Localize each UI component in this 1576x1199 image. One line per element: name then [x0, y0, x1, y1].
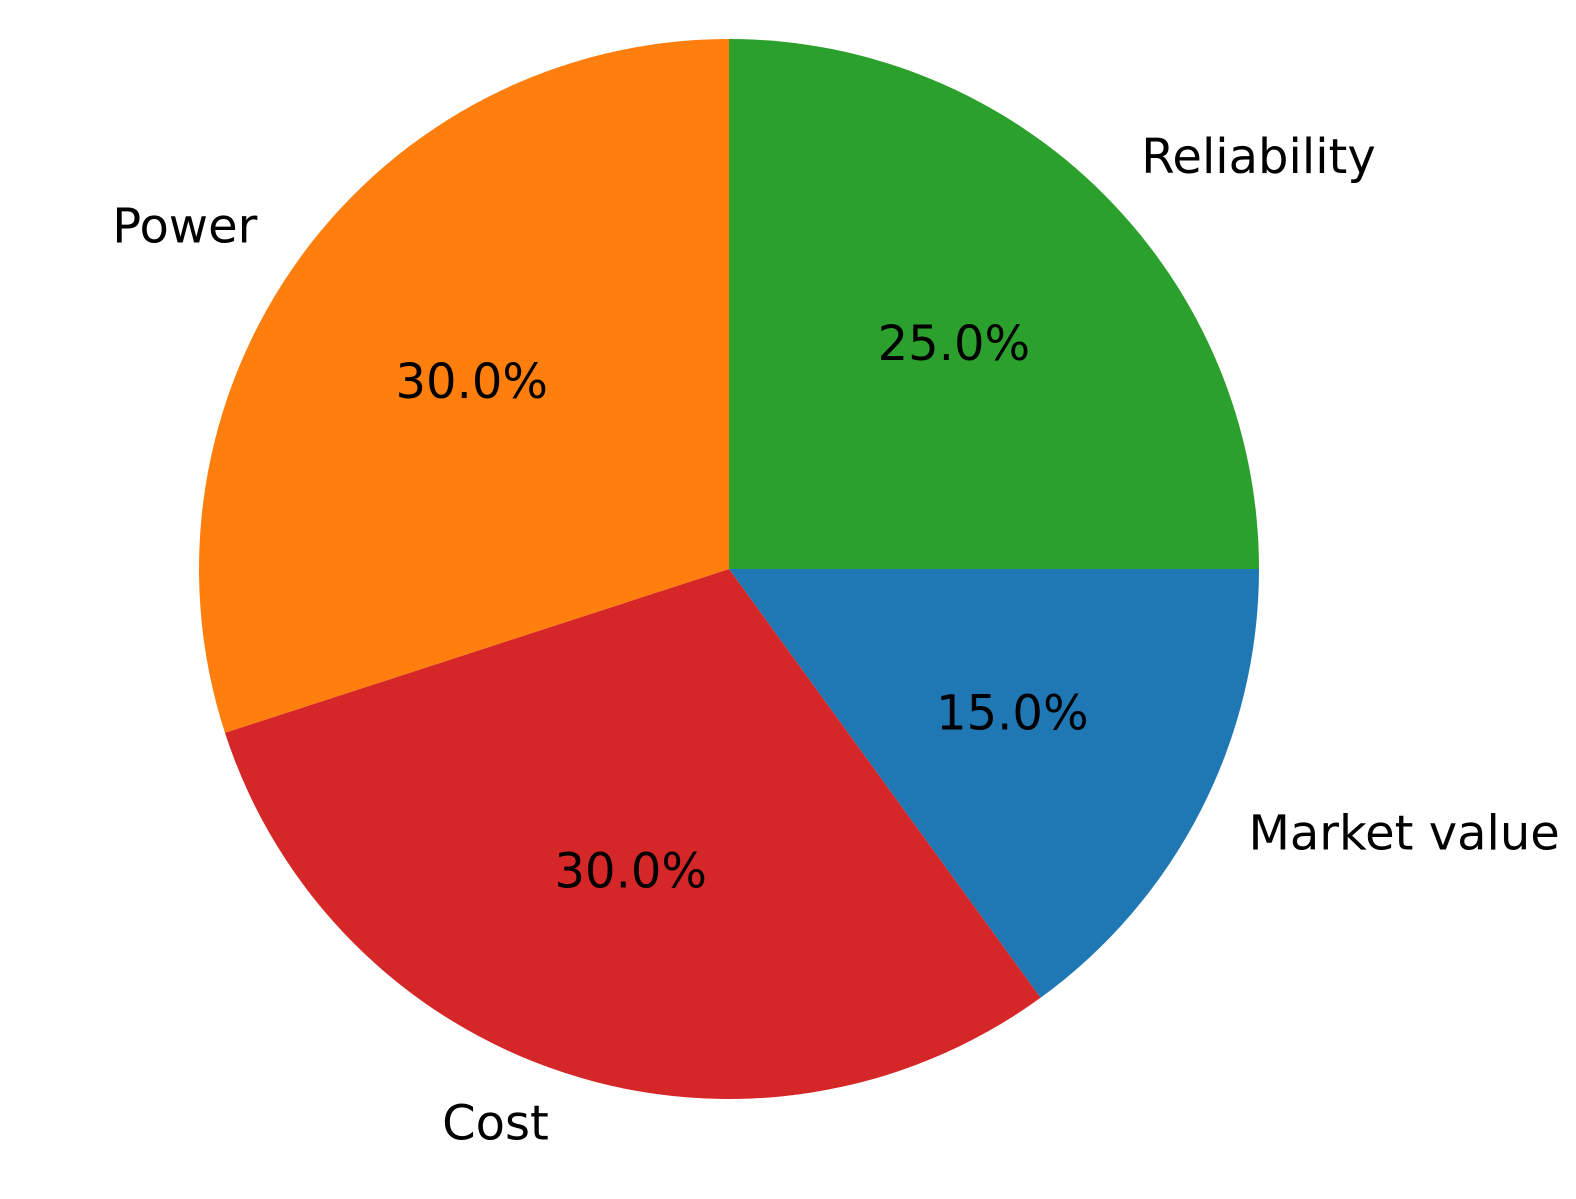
pie-category-label-market-value: Market value	[1248, 806, 1559, 862]
pie-category-label-power: Power	[112, 198, 257, 254]
pie-slices	[198, 39, 1259, 1099]
pie-labels: 15.0% Market value 30.0% Cost 30.0% Power 25.0…	[112, 129, 1560, 1152]
pie-percent-label-reliability: 25.0%	[878, 316, 1030, 372]
pie-slice-cost	[224, 569, 1041, 1099]
pie-slice-market-value	[729, 569, 1259, 998]
pie-percent-label-power: 30.0%	[395, 354, 547, 410]
pie-category-label-cost: Cost	[442, 1095, 549, 1151]
pie-percent-label-cost: 30.0%	[554, 843, 706, 899]
pie-percent-label-market-value: 15.0%	[936, 685, 1088, 741]
pie-slice-reliability	[729, 39, 1259, 569]
pie-category-label-reliability: Reliability	[1141, 129, 1376, 185]
pie-slice-power	[198, 39, 729, 733]
